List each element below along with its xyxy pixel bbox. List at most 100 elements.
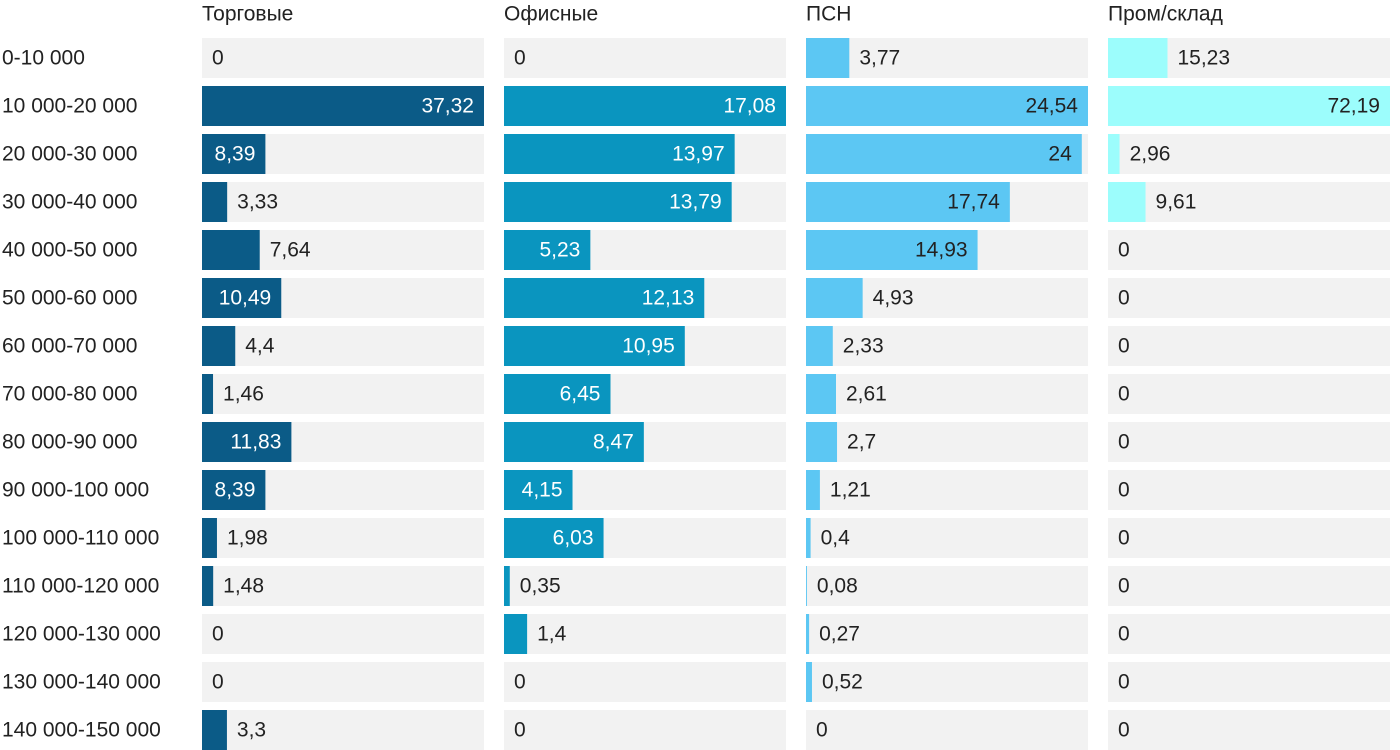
bar-track bbox=[202, 566, 484, 606]
bar bbox=[806, 470, 820, 510]
category-label: 60 000-70 000 bbox=[2, 335, 137, 358]
bar-row: 8,39 bbox=[202, 134, 484, 174]
value-label: 0 bbox=[1118, 623, 1130, 646]
bar-row: 0,52 bbox=[806, 662, 1088, 702]
bar-row: 1,46 bbox=[202, 374, 484, 414]
bar bbox=[504, 86, 786, 126]
bar bbox=[202, 134, 266, 174]
category-label: 10 000-20 000 bbox=[2, 95, 137, 118]
bar-row: 12,13 bbox=[504, 278, 786, 318]
bar-row: 0 bbox=[504, 38, 786, 78]
value-label: 0 bbox=[1118, 431, 1130, 454]
category-label: 70 000-80 000 bbox=[2, 383, 137, 406]
value-label: 0 bbox=[1118, 719, 1130, 742]
bar-track bbox=[1108, 326, 1390, 366]
value-label: 0 bbox=[514, 671, 526, 694]
category-label: 110 000-120 000 bbox=[2, 575, 159, 598]
bar-track bbox=[806, 518, 1088, 558]
bar-row: 6,45 bbox=[504, 374, 786, 414]
bar bbox=[504, 374, 611, 414]
value-label: 9,61 bbox=[1156, 191, 1197, 214]
value-label: 0 bbox=[1118, 527, 1130, 550]
bar-track bbox=[1108, 710, 1390, 750]
category-label: 30 000-40 000 bbox=[2, 191, 137, 214]
bar-row: 24,54 bbox=[806, 86, 1088, 126]
category-label: 50 000-60 000 bbox=[2, 287, 137, 310]
category-label: 20 000-30 000 bbox=[2, 143, 137, 166]
panel-title: Пром/склад bbox=[1108, 3, 1223, 26]
value-label: 0,08 bbox=[817, 575, 858, 598]
bar-track bbox=[1108, 230, 1390, 270]
value-label: 0 bbox=[1118, 671, 1130, 694]
bar-row: 0,08 bbox=[806, 566, 1088, 606]
bar-track bbox=[1108, 374, 1390, 414]
bar bbox=[806, 134, 1082, 174]
bar-row: 11,83 bbox=[202, 422, 484, 462]
bar-row: 13,79 bbox=[504, 182, 786, 222]
bar bbox=[202, 374, 214, 414]
bar-row: 0 bbox=[1108, 614, 1390, 654]
bar-row: 17,08 bbox=[504, 86, 786, 126]
bar bbox=[504, 470, 573, 510]
bar bbox=[504, 134, 735, 174]
category-label: 90 000-100 000 bbox=[2, 479, 149, 502]
bar-row: 7,64 bbox=[202, 230, 484, 270]
bar-row: 3,33 bbox=[202, 182, 484, 222]
value-label: 3,77 bbox=[859, 47, 900, 70]
bar-track bbox=[1108, 662, 1390, 702]
bar-row: 0,4 bbox=[806, 518, 1088, 558]
bar-track bbox=[202, 38, 484, 78]
bar-row: 0 bbox=[1108, 326, 1390, 366]
bar-track bbox=[806, 38, 1088, 78]
value-label: 0 bbox=[212, 47, 224, 70]
bar-row: 10,95 bbox=[504, 326, 786, 366]
bar-row: 0 bbox=[1108, 422, 1390, 462]
value-label: 72,19 bbox=[1327, 95, 1380, 118]
bar-row: 0 bbox=[806, 710, 1088, 750]
value-label: 0,52 bbox=[822, 671, 863, 694]
value-label: 17,74 bbox=[947, 191, 1000, 214]
bar-track bbox=[202, 518, 484, 558]
value-label: 5,23 bbox=[539, 239, 580, 262]
bar bbox=[202, 326, 236, 366]
value-label: 13,79 bbox=[669, 191, 722, 214]
bar bbox=[806, 86, 1088, 126]
value-label: 15,23 bbox=[1177, 47, 1230, 70]
bar-row: 0,27 bbox=[806, 614, 1088, 654]
bar-track bbox=[806, 662, 1088, 702]
value-label: 1,4 bbox=[537, 623, 567, 646]
value-label: 0 bbox=[514, 47, 526, 70]
value-label: 4,15 bbox=[522, 479, 563, 502]
bar-row: 17,74 bbox=[806, 182, 1088, 222]
bar-row: 6,03 bbox=[504, 518, 786, 558]
bar-track bbox=[806, 614, 1088, 654]
value-label: 0,35 bbox=[520, 575, 561, 598]
bar-track bbox=[202, 662, 484, 702]
bar-row: 0 bbox=[1108, 278, 1390, 318]
bar-track bbox=[504, 710, 786, 750]
category-label: 40 000-50 000 bbox=[2, 239, 137, 262]
bar-row: 1,4 bbox=[504, 614, 786, 654]
bar-row: 3,77 bbox=[806, 38, 1088, 78]
value-label: 24 bbox=[1048, 143, 1072, 166]
bar bbox=[202, 182, 228, 222]
bar-track bbox=[806, 470, 1088, 510]
value-label: 3,33 bbox=[237, 191, 278, 214]
bar-row: 2,96 bbox=[1108, 134, 1390, 174]
bar bbox=[202, 518, 217, 558]
bar bbox=[504, 422, 644, 462]
bar-row: 10,49 bbox=[202, 278, 484, 318]
bar-row: 1,21 bbox=[806, 470, 1088, 510]
bar bbox=[504, 278, 705, 318]
value-label: 3,3 bbox=[237, 719, 266, 742]
value-label: 17,08 bbox=[723, 95, 776, 118]
value-label: 4,4 bbox=[245, 335, 275, 358]
bar-row: 0 bbox=[202, 38, 484, 78]
bar bbox=[806, 518, 811, 558]
bar-track bbox=[202, 182, 484, 222]
bar-row: 0 bbox=[1108, 230, 1390, 270]
category-label: 120 000-130 000 bbox=[2, 623, 161, 646]
value-label: 2,33 bbox=[843, 335, 884, 358]
value-label: 6,45 bbox=[560, 383, 601, 406]
bar bbox=[806, 662, 812, 702]
